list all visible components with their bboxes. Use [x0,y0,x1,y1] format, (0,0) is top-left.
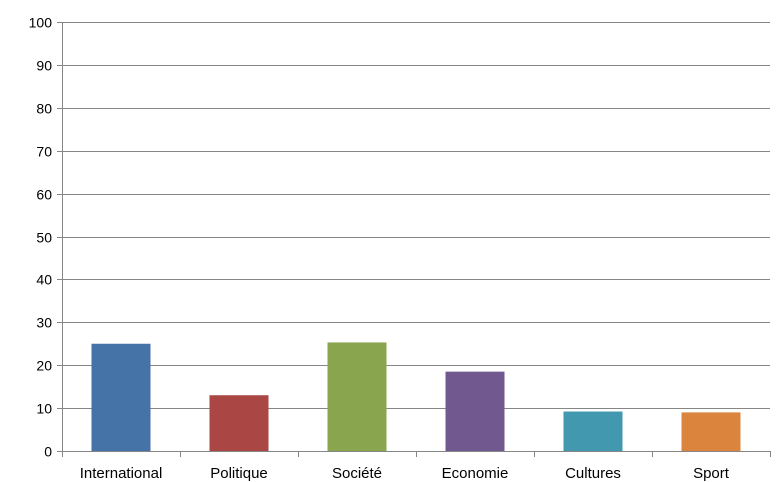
y-tick-label: 70 [36,144,52,160]
bar-soci-t- [327,342,387,451]
x-category-label: Société [332,465,382,482]
x-category-label: Economie [442,465,509,482]
y-tick-label: 0 [44,444,52,460]
y-tick-label: 10 [36,401,52,417]
x-category-label: Sport [693,465,730,482]
x-category-label: International [80,465,163,482]
y-tick-label: 40 [36,272,52,288]
x-category-label: Politique [210,465,268,482]
y-tick-label: 50 [36,230,52,246]
bar-politique [209,395,269,451]
y-tick-label: 100 [29,15,53,31]
bar-economie [445,371,505,451]
bar-sport [681,412,741,451]
y-tick-label: 60 [36,187,52,203]
y-tick-label: 90 [36,58,52,74]
y-tick-label: 80 [36,101,52,117]
y-tick-label: 20 [36,358,52,374]
y-tick-label: 30 [36,315,52,331]
bar-cultures [563,411,623,451]
bar-international [91,343,151,451]
x-category-label: Cultures [565,465,621,482]
